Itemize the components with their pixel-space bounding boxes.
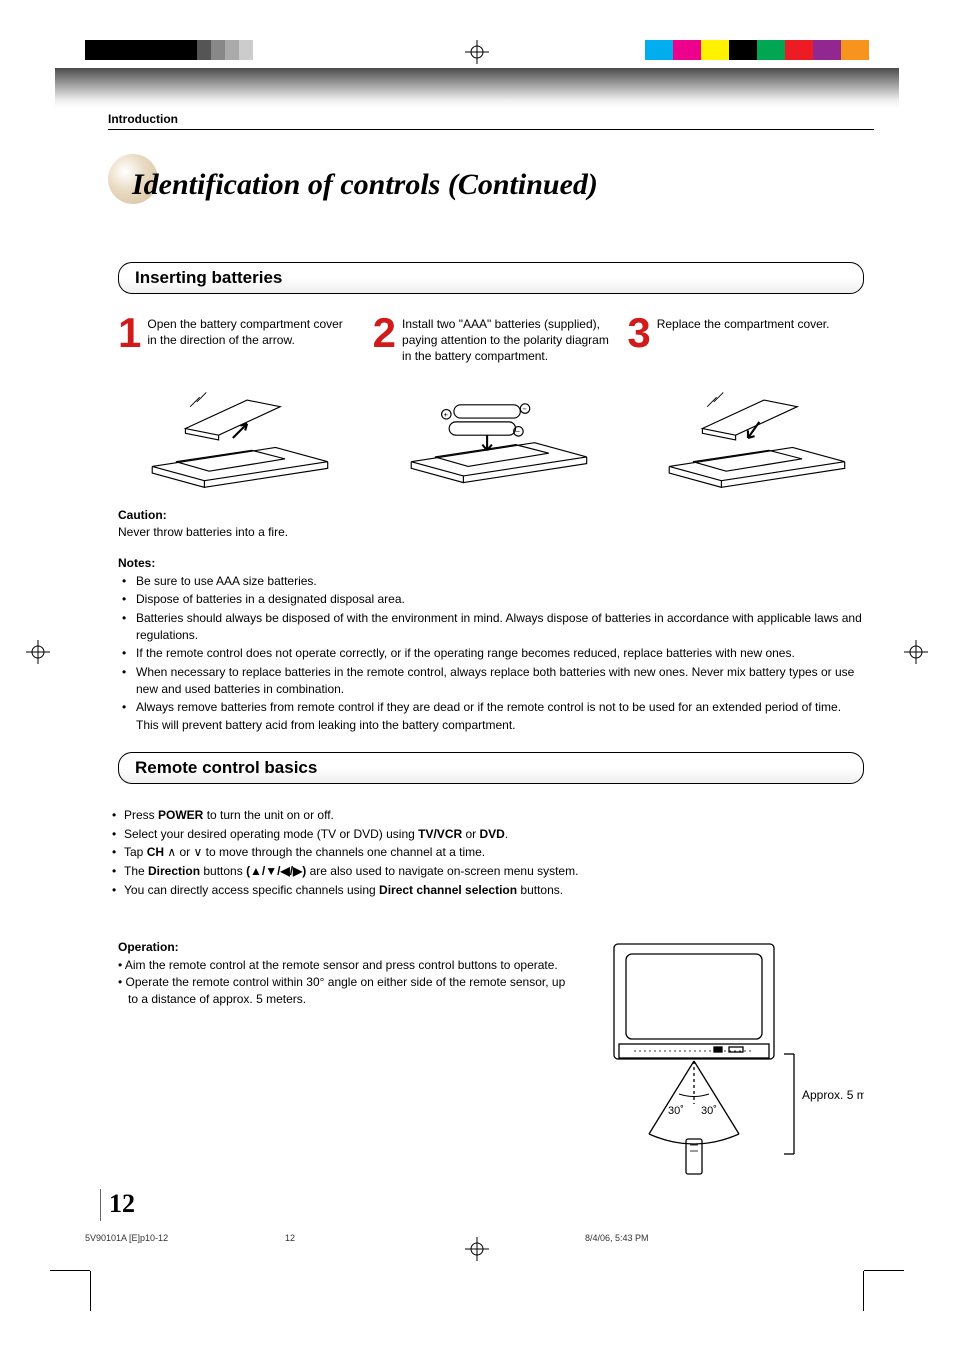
step-text: Open the battery compartment cover in th… xyxy=(147,316,354,348)
list-item: Select your desired operating mode (TV o… xyxy=(122,825,864,844)
notes-label: Notes: xyxy=(118,555,864,572)
notes-block: Notes: Be sure to use AAA size batteries… xyxy=(118,555,864,734)
step-3: 3 Replace the compartment cover. xyxy=(627,316,864,365)
svg-text:30˚: 30˚ xyxy=(701,1105,717,1117)
battery-diagrams: + − − xyxy=(138,383,864,493)
svg-text:+: + xyxy=(443,410,448,419)
note-item: If the remote control does not operate c… xyxy=(136,645,864,662)
operation-item: • Operate the remote control within 30° … xyxy=(118,974,574,1009)
title-row: Identification of controls (Continued) xyxy=(108,168,874,202)
registration-target-icon xyxy=(904,640,928,664)
section-heading-batteries: Inserting batteries xyxy=(118,262,864,294)
footer-meta: 5V90101A [E]p10-12 12 8/4/06, 5:43 PM xyxy=(85,1233,869,1243)
operation-text: Operation: • Aim the remote control at t… xyxy=(118,939,574,1179)
remote-range-diagram: Approx. 5 meters 30˚ 30˚ xyxy=(594,939,864,1179)
note-item: Be sure to use AAA size batteries. xyxy=(136,573,864,590)
note-item: Always remove batteries from remote cont… xyxy=(136,699,864,734)
svg-text:30˚: 30˚ xyxy=(668,1105,684,1117)
crop-mark xyxy=(863,1271,864,1311)
operation-item: • Aim the remote control at the remote s… xyxy=(118,957,574,974)
registration-target-icon xyxy=(465,40,489,64)
list-item: Tap CH ∧ or ∨ to move through the channe… xyxy=(122,843,864,862)
page-content: Introduction Identification of controls … xyxy=(108,112,874,1179)
list-item: Press POWER to turn the unit on or off. xyxy=(122,806,864,825)
section-label: Introduction xyxy=(108,112,874,130)
step-number: 1 xyxy=(118,316,141,350)
distance-label: Approx. 5 meters xyxy=(802,1088,864,1102)
operation-row: Operation: • Aim the remote control at t… xyxy=(118,939,864,1179)
list-item: The Direction buttons (▲/▼/◀/▶) are also… xyxy=(122,862,864,881)
diagram-insert-batteries: + − − xyxy=(397,383,606,493)
page-title: Identification of controls (Continued) xyxy=(132,168,898,202)
page-number: 12 xyxy=(100,1189,135,1221)
diagram-close-cover xyxy=(655,383,864,493)
footer-datetime: 8/4/06, 5:43 PM xyxy=(585,1233,869,1243)
step-number: 2 xyxy=(373,316,396,350)
section-heading-remote: Remote control basics xyxy=(118,752,864,784)
step-1: 1 Open the battery compartment cover in … xyxy=(118,316,355,365)
caution-block: Caution: Never throw batteries into a fi… xyxy=(118,507,864,542)
step-text: Install two "AAA" batteries (supplied), … xyxy=(402,316,609,365)
left-colorbar xyxy=(85,40,253,60)
notes-list: Be sure to use AAA size batteries. Dispo… xyxy=(118,573,864,735)
svg-text:−: − xyxy=(522,404,527,413)
footer-page: 12 xyxy=(285,1233,585,1243)
svg-text:−: − xyxy=(515,427,520,436)
step-text: Replace the compartment cover. xyxy=(657,316,830,332)
step-number: 3 xyxy=(627,316,650,350)
step-2: 2 Install two "AAA" batteries (supplied)… xyxy=(373,316,610,365)
diagram-open-cover xyxy=(138,383,347,493)
crop-mark xyxy=(90,1271,91,1311)
right-colorbar xyxy=(645,40,869,60)
crop-mark xyxy=(864,1270,904,1271)
caution-label: Caution: xyxy=(118,507,864,524)
note-item: Dispose of batteries in a designated dis… xyxy=(136,591,864,608)
crop-mark xyxy=(50,1270,90,1271)
header-gradient xyxy=(55,68,899,108)
steps-row: 1 Open the battery compartment cover in … xyxy=(118,316,864,365)
operation-label: Operation: xyxy=(118,939,574,956)
note-item: When necessary to replace batteries in t… xyxy=(136,664,864,699)
caution-text: Never throw batteries into a fire. xyxy=(118,524,864,541)
list-item: You can directly access specific channel… xyxy=(122,881,864,900)
registration-target-icon xyxy=(26,640,50,664)
doc-reference: 5V90101A [E]p10-12 xyxy=(85,1233,285,1243)
note-item: Batteries should always be disposed of w… xyxy=(136,610,864,645)
remote-basics-list: Press POWER to turn the unit on or off. … xyxy=(122,806,864,899)
